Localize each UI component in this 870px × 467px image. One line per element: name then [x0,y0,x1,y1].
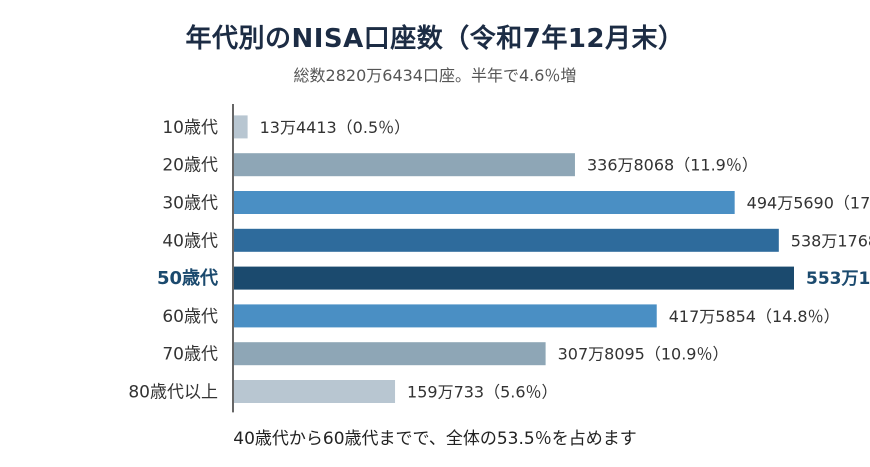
bar [234,228,779,252]
category-label: 30歳代 [162,194,218,214]
data-label: 13万4413（0.5％） [260,118,411,137]
bar [234,266,794,290]
bar [234,380,396,403]
bar [234,153,575,177]
data-label: 538万1768（19.1％） [791,231,870,250]
bar [234,304,657,328]
chart-subtitle: 総数2820万6434口座。半年で4.6％増 [293,66,577,85]
bar [234,342,546,366]
data-label: 159万733（5.6％） [407,383,558,402]
category-label: 20歳代 [162,156,218,176]
data-label: 307万8095（10.9％） [558,345,729,364]
chart-footnote: 40歳代から60歳代までで、全体の53.5％を占めます [233,429,637,449]
data-label: 553万1813（19.6％） [806,268,870,289]
category-label: 10歳代 [162,118,218,138]
chart-title: 年代別のNISA口座数（令和7年12月末） [185,24,685,54]
category-label: 70歳代 [162,345,218,365]
bar [234,191,735,214]
category-label: 60歳代 [162,307,218,327]
category-label: 80歳代以上 [128,383,218,403]
category-label: 50歳代 [157,268,218,289]
data-label: 494万5690（17.5％） [747,194,870,213]
data-label: 417万5854（14.8％） [669,307,840,326]
data-label: 336万8068（11.9％） [587,156,758,175]
category-label: 40歳代 [162,231,218,251]
bar [234,115,248,139]
